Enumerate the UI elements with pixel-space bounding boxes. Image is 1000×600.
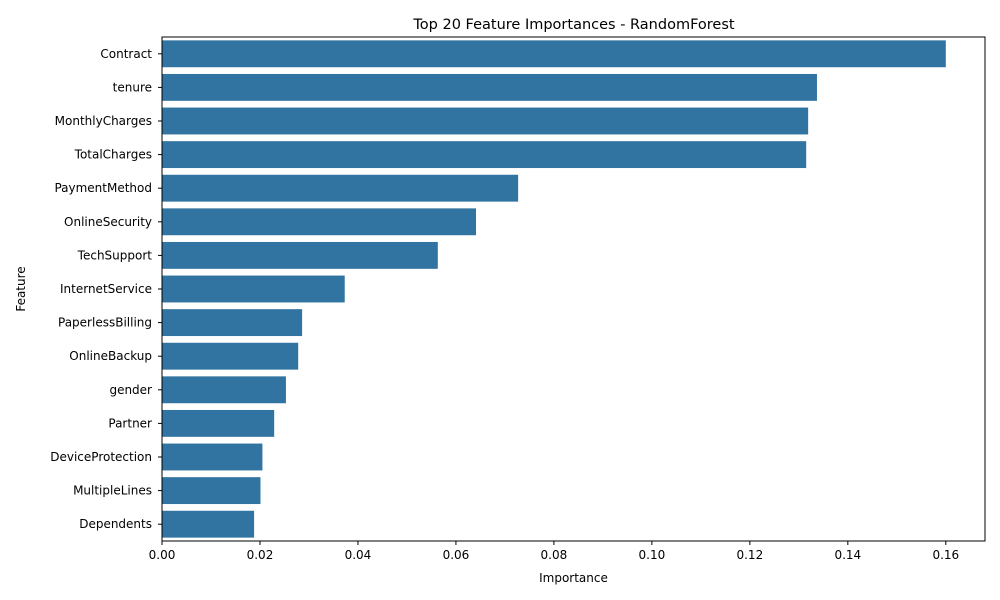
bar-Partner <box>162 409 275 437</box>
x-tick-label: 0.02 <box>247 548 274 562</box>
bar-PaymentMethod <box>162 174 519 202</box>
y-tick-label: MonthlyCharges <box>55 114 152 128</box>
y-tick-label: gender <box>109 383 152 397</box>
bar-Contract <box>162 40 946 68</box>
y-tick-labels: Contract tenure MonthlyCharges TotalCharges… <box>50 47 162 531</box>
x-tick-label: 0.08 <box>541 548 568 562</box>
bar-MultipleLines <box>162 477 261 505</box>
bar-TechSupport <box>162 241 438 269</box>
y-tick-label: OnlineSecurity <box>64 215 152 229</box>
x-axis-title: Importance <box>539 571 608 585</box>
y-tick-label: PaperlessBilling <box>58 316 152 330</box>
bar-PaperlessBilling <box>162 309 303 337</box>
y-axis-title: Feature <box>14 266 28 311</box>
bar-InternetService <box>162 275 345 303</box>
y-tick-label: tenure <box>113 80 152 94</box>
y-tick-label: TotalCharges <box>74 148 152 162</box>
y-tick-label: TechSupport <box>77 248 153 262</box>
x-tick-label: 0.04 <box>345 548 372 562</box>
bar-OnlineBackup <box>162 342 299 370</box>
bar-MonthlyCharges <box>162 107 809 135</box>
chart-title: Top 20 Feature Importances - RandomFores… <box>412 17 734 33</box>
bar-tenure <box>162 73 817 101</box>
x-tick-label: 0.12 <box>736 548 763 562</box>
x-axis: 0.00 0.02 0.04 0.06 0.08 0.10 0.12 0.14 0.16 <box>149 541 959 562</box>
x-tick-label: 0.00 <box>149 548 176 562</box>
x-tick-label: 0.10 <box>639 548 666 562</box>
y-tick-label: PaymentMethod <box>54 181 152 195</box>
x-tick-label: 0.16 <box>932 548 959 562</box>
x-tick-label: 0.14 <box>834 548 861 562</box>
bar-gender <box>162 376 286 404</box>
x-tick-label: 0.06 <box>443 548 470 562</box>
bars-group <box>162 40 946 538</box>
y-tick-label: Contract <box>100 47 152 61</box>
y-tick-label: MultipleLines <box>73 484 152 498</box>
y-tick-label: Dependents <box>79 517 152 531</box>
y-tick-label: InternetService <box>60 282 152 296</box>
y-tick-label: DeviceProtection <box>50 450 152 464</box>
bar-DeviceProtection <box>162 443 263 471</box>
y-tick-label: Partner <box>108 416 152 430</box>
bar-Dependents <box>162 510 255 538</box>
bar-TotalCharges <box>162 141 807 169</box>
y-tick-label: OnlineBackup <box>69 349 152 363</box>
bar-OnlineSecurity <box>162 208 477 236</box>
plot-frame <box>161 36 986 542</box>
